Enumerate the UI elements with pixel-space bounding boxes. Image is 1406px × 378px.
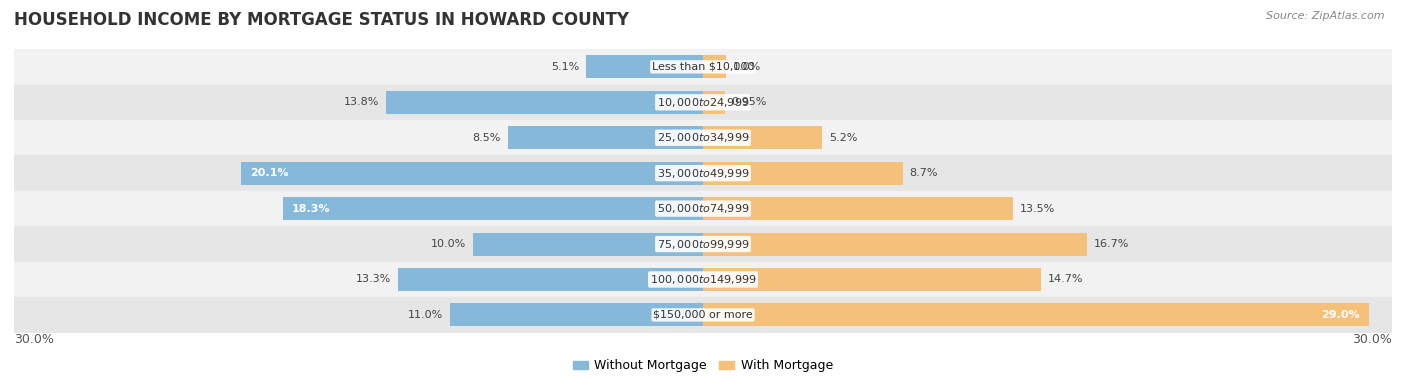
Bar <box>703 55 725 78</box>
Text: 29.0%: 29.0% <box>1322 310 1360 320</box>
Bar <box>474 232 703 256</box>
Bar <box>14 226 1392 262</box>
Bar <box>14 191 1392 226</box>
Text: $50,000 to $74,999: $50,000 to $74,999 <box>657 202 749 215</box>
Text: $25,000 to $34,999: $25,000 to $34,999 <box>657 131 749 144</box>
Bar <box>242 162 703 185</box>
Bar <box>450 304 703 327</box>
Bar <box>703 126 823 149</box>
Text: 1.0%: 1.0% <box>733 62 761 72</box>
Text: 20.1%: 20.1% <box>250 168 290 178</box>
Text: 18.3%: 18.3% <box>292 204 330 214</box>
Bar <box>14 262 1392 297</box>
Bar <box>14 85 1392 120</box>
Text: Source: ZipAtlas.com: Source: ZipAtlas.com <box>1267 11 1385 21</box>
Text: $100,000 to $149,999: $100,000 to $149,999 <box>650 273 756 286</box>
Bar <box>283 197 703 220</box>
Bar <box>387 91 703 114</box>
Text: 10.0%: 10.0% <box>432 239 467 249</box>
Bar <box>14 297 1392 333</box>
Bar <box>703 91 725 114</box>
Text: 13.8%: 13.8% <box>344 97 380 107</box>
Text: 13.3%: 13.3% <box>356 274 391 285</box>
Text: 8.5%: 8.5% <box>472 133 501 143</box>
Text: 5.2%: 5.2% <box>830 133 858 143</box>
Text: 13.5%: 13.5% <box>1019 204 1054 214</box>
Text: 30.0%: 30.0% <box>14 333 53 345</box>
Bar <box>703 197 1012 220</box>
Bar <box>586 55 703 78</box>
Legend: Without Mortgage, With Mortgage: Without Mortgage, With Mortgage <box>568 355 838 377</box>
Bar <box>703 232 1087 256</box>
Text: 30.0%: 30.0% <box>1353 333 1392 345</box>
Bar <box>14 155 1392 191</box>
Text: 16.7%: 16.7% <box>1094 239 1129 249</box>
Text: 0.95%: 0.95% <box>731 97 768 107</box>
Bar <box>703 304 1369 327</box>
Text: $10,000 to $24,999: $10,000 to $24,999 <box>657 96 749 109</box>
Bar <box>398 268 703 291</box>
Text: $35,000 to $49,999: $35,000 to $49,999 <box>657 167 749 180</box>
Text: 14.7%: 14.7% <box>1047 274 1083 285</box>
Text: 11.0%: 11.0% <box>408 310 443 320</box>
Text: 8.7%: 8.7% <box>910 168 938 178</box>
Bar <box>508 126 703 149</box>
Text: $150,000 or more: $150,000 or more <box>654 310 752 320</box>
Bar <box>703 162 903 185</box>
Text: Less than $10,000: Less than $10,000 <box>652 62 754 72</box>
Text: 5.1%: 5.1% <box>551 62 579 72</box>
Text: HOUSEHOLD INCOME BY MORTGAGE STATUS IN HOWARD COUNTY: HOUSEHOLD INCOME BY MORTGAGE STATUS IN H… <box>14 11 628 29</box>
Text: $75,000 to $99,999: $75,000 to $99,999 <box>657 237 749 251</box>
Bar <box>14 120 1392 155</box>
Bar <box>703 268 1040 291</box>
Bar <box>14 49 1392 85</box>
